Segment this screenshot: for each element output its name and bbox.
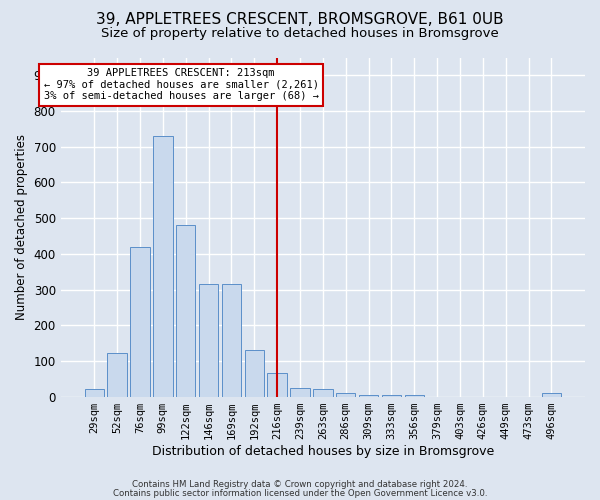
Text: 39, APPLETREES CRESCENT, BROMSGROVE, B61 0UB: 39, APPLETREES CRESCENT, BROMSGROVE, B61… — [96, 12, 504, 28]
Bar — [107, 353, 127, 397]
X-axis label: Distribution of detached houses by size in Bromsgrove: Distribution of detached houses by size … — [152, 444, 494, 458]
Text: 39 APPLETREES CRESCENT: 213sqm
← 97% of detached houses are smaller (2,261)
3% o: 39 APPLETREES CRESCENT: 213sqm ← 97% of … — [44, 68, 319, 102]
Bar — [176, 226, 196, 396]
Bar — [336, 392, 355, 396]
Text: Contains public sector information licensed under the Open Government Licence v3: Contains public sector information licen… — [113, 488, 487, 498]
Bar — [290, 388, 310, 396]
Text: Contains HM Land Registry data © Crown copyright and database right 2024.: Contains HM Land Registry data © Crown c… — [132, 480, 468, 489]
Bar — [268, 374, 287, 396]
Bar — [221, 284, 241, 397]
Bar — [245, 350, 264, 397]
Bar — [313, 390, 332, 396]
Text: Size of property relative to detached houses in Bromsgrove: Size of property relative to detached ho… — [101, 28, 499, 40]
Bar — [199, 284, 218, 397]
Bar — [153, 136, 173, 396]
Bar — [359, 395, 378, 396]
Y-axis label: Number of detached properties: Number of detached properties — [15, 134, 28, 320]
Bar — [404, 395, 424, 396]
Bar — [542, 393, 561, 396]
Bar — [130, 248, 149, 396]
Bar — [382, 395, 401, 396]
Bar — [85, 390, 104, 396]
